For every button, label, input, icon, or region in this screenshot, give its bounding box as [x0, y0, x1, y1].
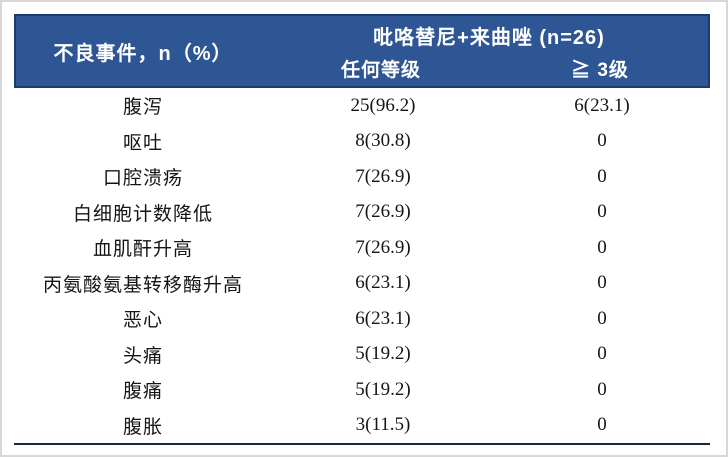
any-grade-value: 5(19.2)	[355, 343, 411, 365]
any-grade-value: 8(30.8)	[355, 130, 411, 152]
any-grade-value: 3(11.5)	[355, 414, 411, 436]
grade3-value: 0	[597, 236, 607, 258]
grade3-value: 0	[597, 343, 607, 365]
any-grade-value: 6(23.1)	[355, 307, 411, 329]
any-grade-value: 7(26.9)	[355, 165, 411, 187]
table-row: 腹泻 25(96.2) 6(23.1)	[14, 88, 710, 124]
table-row: 血肌酐升高 7(26.9) 0	[14, 230, 710, 266]
grade3-value: 0	[597, 307, 607, 329]
table-row: 呕吐 8(30.8) 0	[14, 124, 710, 160]
table-row: 恶心 6(23.1) 0	[14, 301, 710, 337]
adverse-events-table: 不良事件，n（%） 吡咯替尼+来曲唑 (n=26) 任何等级 ≧ 3级 腹泻 2…	[14, 14, 710, 445]
any-grade-value: 5(19.2)	[355, 378, 411, 400]
event-name: 头痛	[122, 345, 163, 367]
header-group-label: 吡咯替尼+来曲唑 (n=26)	[373, 26, 605, 49]
grade3-value: 0	[597, 414, 607, 436]
table-row: 头痛 5(19.2) 0	[14, 337, 710, 373]
any-grade-value: 7(26.9)	[355, 201, 411, 223]
event-name: 腹痛	[122, 381, 163, 403]
any-grade-value: 7(26.9)	[355, 236, 411, 258]
event-name: 腹泻	[122, 97, 163, 119]
table-row: 腹痛 5(19.2) 0	[14, 372, 710, 408]
grade3-value: 0	[597, 201, 607, 223]
grade3-value: 6(23.1)	[574, 94, 630, 116]
grade3-value: 0	[597, 165, 607, 187]
event-name: 呕吐	[122, 132, 163, 154]
header-subrow: 任何等级 ≧ 3级	[270, 54, 708, 86]
header-treatment-group: 吡咯替尼+来曲唑 (n=26) 任何等级 ≧ 3级	[270, 16, 708, 86]
grade3-value: 0	[597, 378, 607, 400]
event-name: 腹胀	[122, 416, 163, 438]
header-adverse-event-label: 不良事件，n（%）	[53, 42, 233, 65]
grade3-value: 0	[597, 272, 607, 294]
grade3-value: 0	[597, 130, 607, 152]
table-row: 口腔溃疡 7(26.9) 0	[14, 159, 710, 195]
header-grade3-label: ≧ 3级	[571, 60, 629, 81]
table-row: 白细胞计数降低 7(26.9) 0	[14, 195, 710, 231]
table-header: 不良事件，n（%） 吡咯替尼+来曲唑 (n=26) 任何等级 ≧ 3级	[14, 14, 710, 88]
event-name: 丙氨酸氨基转移酶升高	[42, 274, 243, 296]
table-row: 丙氨酸氨基转移酶升高 6(23.1) 0	[14, 266, 710, 302]
table-body: 腹泻 25(96.2) 6(23.1) 呕吐 8(30.8) 0 口腔溃疡 7(…	[14, 88, 710, 445]
event-name: 口腔溃疡	[102, 168, 183, 190]
any-grade-value: 25(96.2)	[350, 94, 416, 116]
table-row: 腹胀 3(11.5) 0	[14, 408, 710, 444]
event-name: 白细胞计数降低	[72, 203, 213, 225]
event-name: 恶心	[122, 310, 163, 332]
header-any-grade-label: 任何等级	[340, 60, 421, 81]
any-grade-value: 6(23.1)	[355, 272, 411, 294]
event-name: 血肌酐升高	[92, 239, 193, 261]
